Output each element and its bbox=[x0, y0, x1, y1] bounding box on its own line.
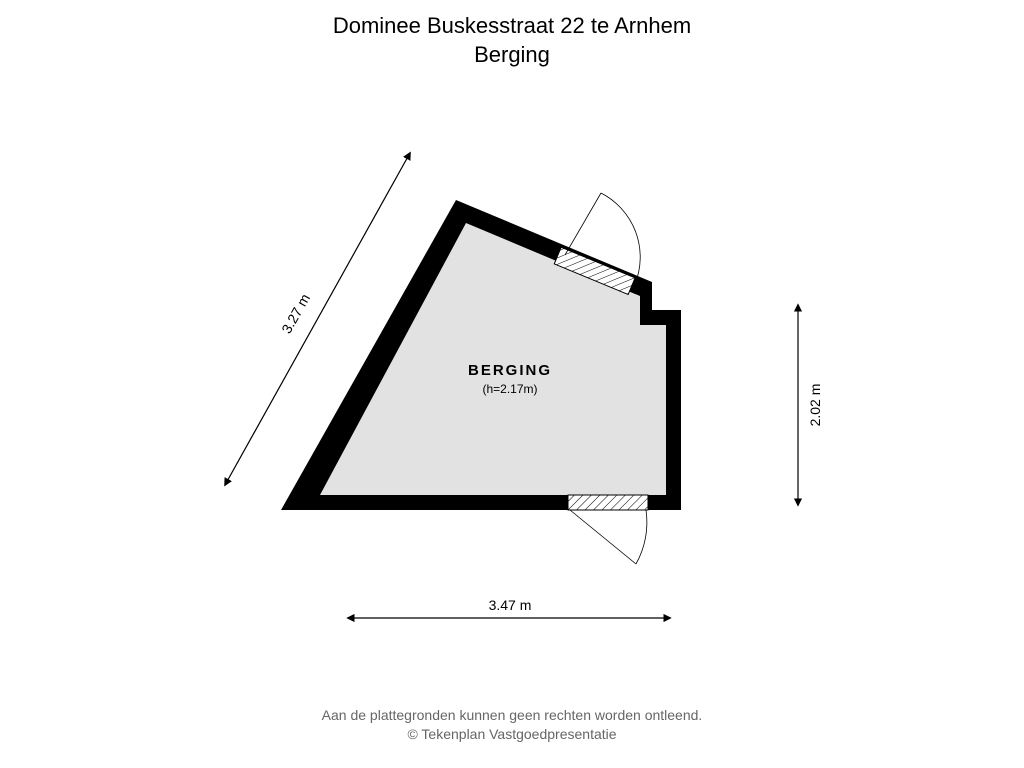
dimension-right: 2.02 m bbox=[798, 305, 823, 505]
room-name: BERGING bbox=[468, 362, 552, 379]
dimension-right-label: 2.02 m bbox=[807, 384, 823, 427]
room-height-label: (h=2.17m) bbox=[482, 382, 537, 396]
door-bottom-swing bbox=[570, 510, 647, 564]
footer-line-1: Aan de plattegronden kunnen geen rechten… bbox=[0, 706, 1024, 725]
footer-line-2: © Tekenplan Vastgoedpresentatie bbox=[0, 725, 1024, 744]
footer-block: Aan de plattegronden kunnen geen rechten… bbox=[0, 706, 1024, 744]
dimension-bottom-label: 3.47 m bbox=[489, 597, 532, 613]
floorplan-svg: BERGING (h=2.17m) 3.27 m 2.02 m 3.47 m bbox=[0, 0, 1024, 768]
door-bottom-opening bbox=[568, 495, 648, 510]
page: Dominee Buskesstraat 22 te Arnhem Bergin… bbox=[0, 0, 1024, 768]
dimension-left-label: 3.27 m bbox=[278, 291, 313, 336]
dimension-bottom: 3.47 m bbox=[348, 597, 670, 618]
